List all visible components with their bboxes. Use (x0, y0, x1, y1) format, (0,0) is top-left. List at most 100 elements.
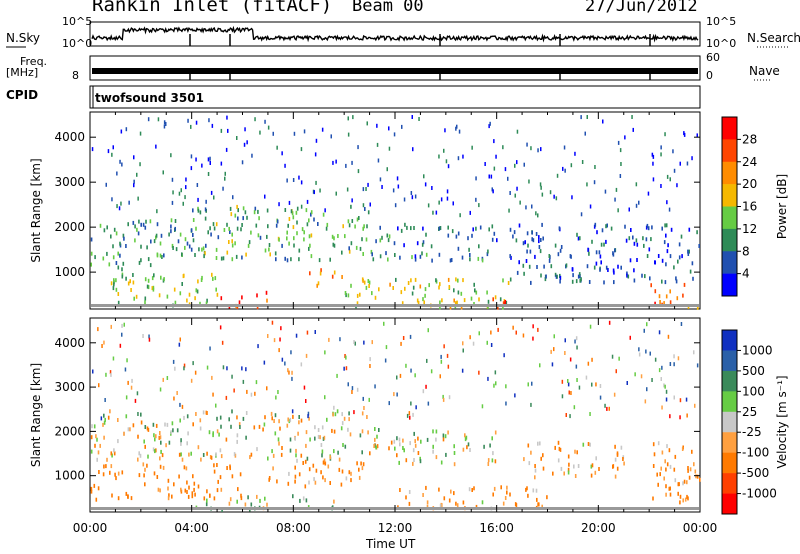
data-cell (358, 467, 360, 472)
data-cell (350, 204, 352, 209)
data-speck (555, 196, 558, 201)
data-cell (414, 443, 417, 448)
data-cell (331, 234, 334, 239)
data-cell (271, 416, 273, 421)
data-cell (113, 451, 116, 456)
data-speck (532, 324, 534, 329)
data-speck (173, 396, 175, 401)
data-speck (377, 158, 380, 163)
data-speck (225, 395, 228, 400)
data-cell (119, 253, 121, 258)
data-cell (320, 470, 322, 475)
data-cell (630, 228, 632, 232)
data-cell (257, 233, 260, 238)
data-speck (488, 174, 490, 179)
data-cell (206, 451, 208, 456)
y-tick-label: 2000 (54, 220, 85, 234)
data-speck (354, 341, 356, 346)
data-speck (266, 386, 268, 391)
data-cell (344, 234, 346, 239)
data-cell (190, 451, 192, 456)
data-cell (546, 495, 548, 500)
data-speck (179, 402, 181, 407)
data-speck (215, 403, 217, 408)
data-cell (152, 422, 155, 427)
data-cell (113, 278, 115, 283)
data-cell (457, 290, 460, 295)
data-cell (360, 461, 362, 466)
data-cell (691, 449, 693, 454)
data-speck (292, 178, 295, 182)
data-speck (488, 124, 490, 129)
data-cell (313, 217, 315, 222)
data-cell (159, 435, 162, 440)
data-cell (689, 269, 692, 274)
data-speck (130, 385, 133, 390)
data-speck (376, 142, 379, 147)
data-cell (595, 250, 598, 255)
data-speck (444, 128, 446, 133)
data-cell (646, 223, 649, 228)
data-cell (354, 224, 356, 229)
data-cell (111, 453, 113, 458)
data-cell (356, 293, 359, 298)
data-speck (686, 413, 688, 418)
y-tick-label: 1000 (54, 265, 85, 279)
data-cell (486, 252, 489, 257)
data-cell (314, 480, 317, 485)
data-speck (652, 161, 654, 166)
data-cell (250, 502, 253, 507)
data-speck (493, 139, 495, 144)
data-speck (112, 356, 115, 361)
y-tick-label: 3000 (54, 380, 85, 394)
data-cell (200, 278, 203, 282)
data-cell (236, 433, 239, 438)
data-cell (696, 305, 699, 310)
data-cell (160, 233, 163, 238)
data-speck (224, 171, 226, 176)
data-speck (402, 336, 405, 340)
data-speck (617, 140, 620, 145)
data-cell (90, 435, 93, 440)
data-cell (289, 448, 292, 453)
data-speck (673, 395, 675, 400)
data-speck (172, 359, 175, 364)
data-speck (679, 415, 681, 420)
data-cell (207, 230, 209, 235)
data-cell (669, 300, 672, 305)
data-speck (255, 380, 258, 385)
data-speck (619, 148, 622, 153)
data-cell (96, 457, 98, 462)
data-cell (181, 252, 183, 257)
colorbar-tick-label: 100 (742, 384, 765, 398)
data-cell (545, 274, 547, 279)
data-speck (344, 354, 346, 358)
data-cell (313, 477, 315, 482)
data-cell (294, 479, 296, 484)
data-cell (455, 277, 457, 282)
data-cell (300, 418, 303, 423)
data-cell (246, 215, 248, 220)
data-cell (616, 466, 619, 471)
data-cell (333, 449, 335, 454)
data-cell (665, 262, 667, 267)
data-cell (110, 464, 113, 469)
data-cell (396, 453, 398, 458)
data-speck (489, 121, 491, 126)
data-cell (559, 279, 561, 284)
data-cell (347, 293, 350, 298)
data-cell (320, 443, 323, 447)
data-cell (652, 442, 655, 447)
data-cell (201, 247, 203, 252)
data-cell (413, 458, 415, 462)
data-cell (468, 247, 470, 252)
data-speck (300, 147, 303, 152)
data-cell (438, 226, 441, 231)
data-cell (505, 300, 508, 305)
data-speck (553, 334, 555, 339)
data-speck (357, 145, 359, 150)
data-cell (489, 443, 491, 448)
data-speck (394, 203, 397, 208)
data-cell (336, 409, 339, 414)
data-cell (682, 481, 684, 486)
